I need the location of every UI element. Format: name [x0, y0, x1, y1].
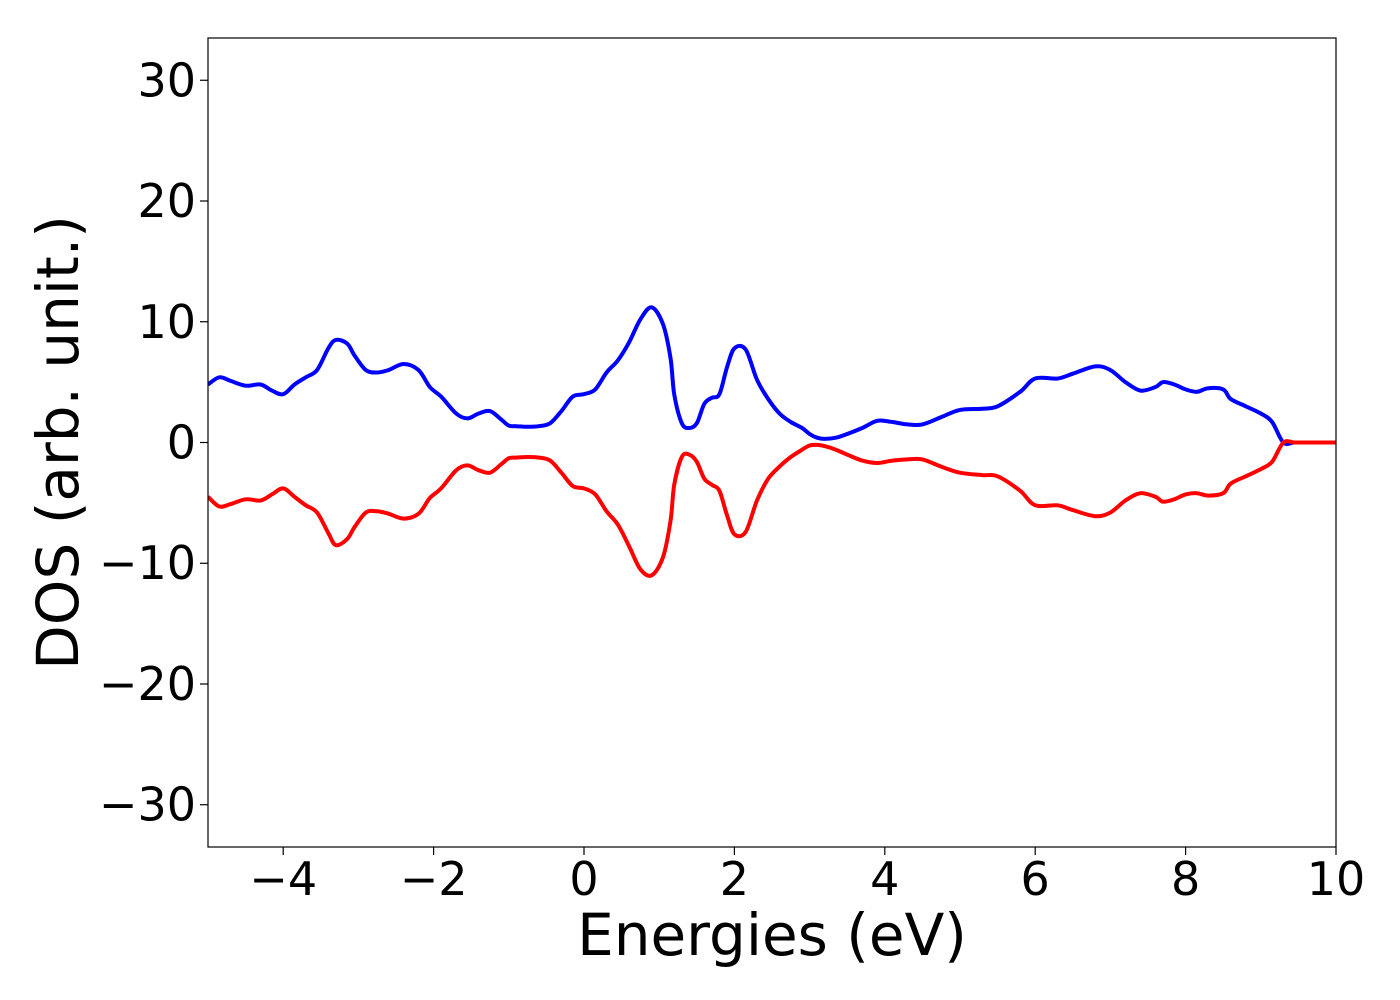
x-tick-label: 2	[720, 852, 749, 906]
y-tick-label: 20	[137, 174, 196, 228]
y-tick-label: −30	[99, 778, 196, 832]
x-axis: −4 −2 0 2 4 6 8 10	[249, 847, 1365, 906]
x-tick-label: 8	[1171, 852, 1200, 906]
y-tick-label: 30	[137, 53, 196, 107]
series-layer	[208, 305, 1336, 578]
x-tick-label: 10	[1307, 852, 1366, 906]
y-tick-label: 0	[167, 416, 196, 470]
x-tick-label: 6	[1021, 852, 1050, 906]
y-tick-label: −20	[99, 657, 196, 711]
y-tick-label: 10	[137, 295, 196, 349]
series-line-1	[208, 305, 1336, 446]
x-tick-label: −4	[249, 852, 317, 906]
y-axis-label: DOS (arb. unit.)	[24, 215, 92, 670]
x-tick-label: 4	[870, 852, 899, 906]
x-tick-label: 0	[569, 852, 598, 906]
y-tick-label: −10	[99, 536, 196, 590]
series-line-2	[208, 439, 1336, 578]
x-tick-label: −2	[400, 852, 468, 906]
plot-frame	[207, 37, 1337, 848]
x-axis-label: Energies (eV)	[577, 901, 967, 969]
y-axis: 30 20 10 0 −10 −20 −30	[99, 53, 208, 832]
